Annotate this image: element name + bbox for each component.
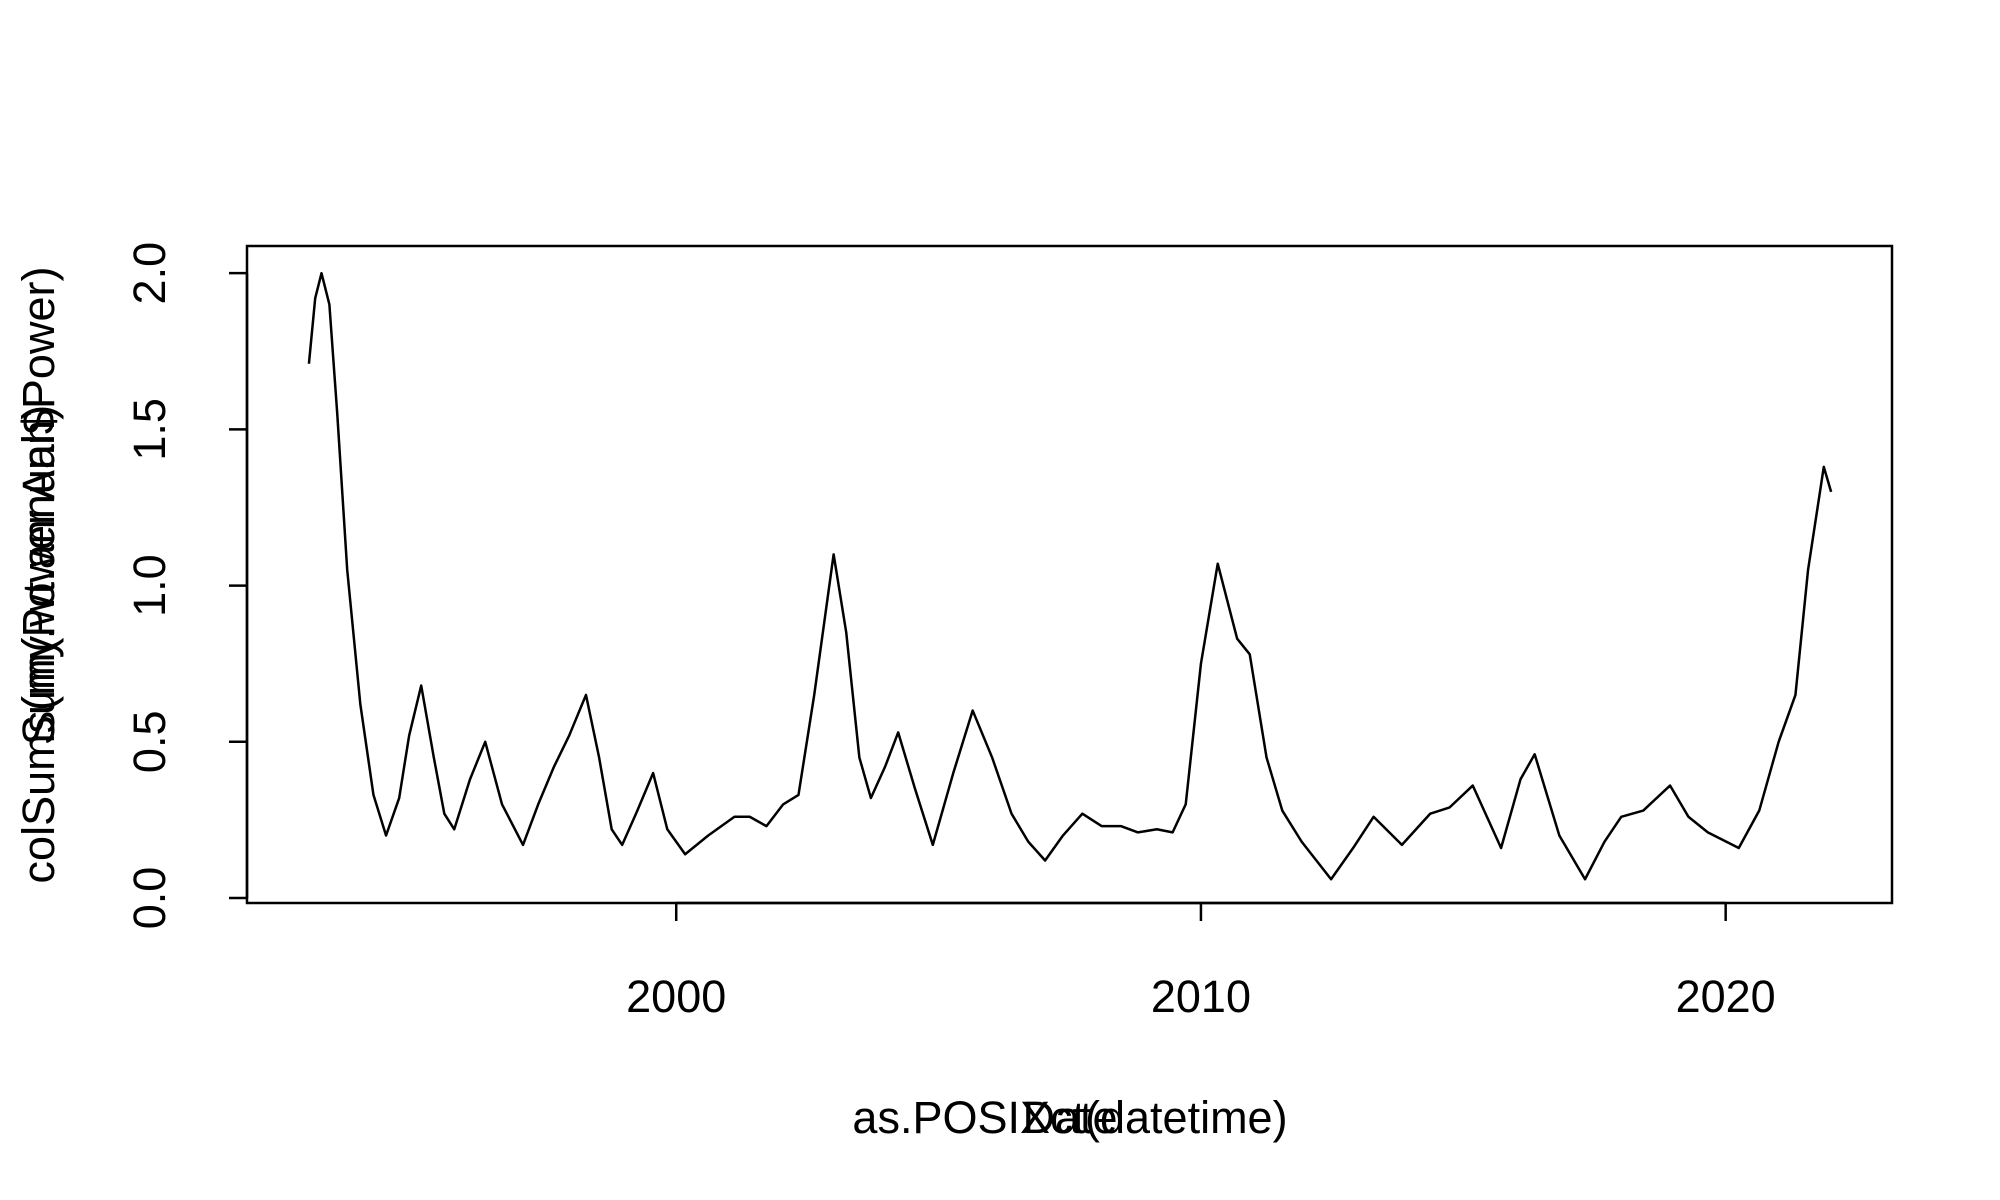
y-tick-label: 2.0 xyxy=(124,242,175,305)
x-tick-label: 2000 xyxy=(626,971,726,1022)
y-tick-label: 1.0 xyxy=(124,554,175,617)
plot-box xyxy=(245,244,1894,905)
y-tick-label: 1.5 xyxy=(124,398,175,461)
x-axis-label: as.POSIXct(datetime) xyxy=(852,1092,1287,1143)
y-axis-label: Sum(Power Ann) xyxy=(13,405,64,745)
x-tick-label: 2010 xyxy=(1151,971,1251,1022)
y-tick-label: 0.5 xyxy=(124,711,175,774)
y-axis-label: colSums(my.wt.annual$Power) xyxy=(13,267,64,884)
x-axis-label: Date xyxy=(1022,1092,1117,1143)
x-tick-label: 2020 xyxy=(1676,971,1776,1022)
line-series xyxy=(307,271,1833,881)
y-tick-label: 0.0 xyxy=(124,867,175,930)
